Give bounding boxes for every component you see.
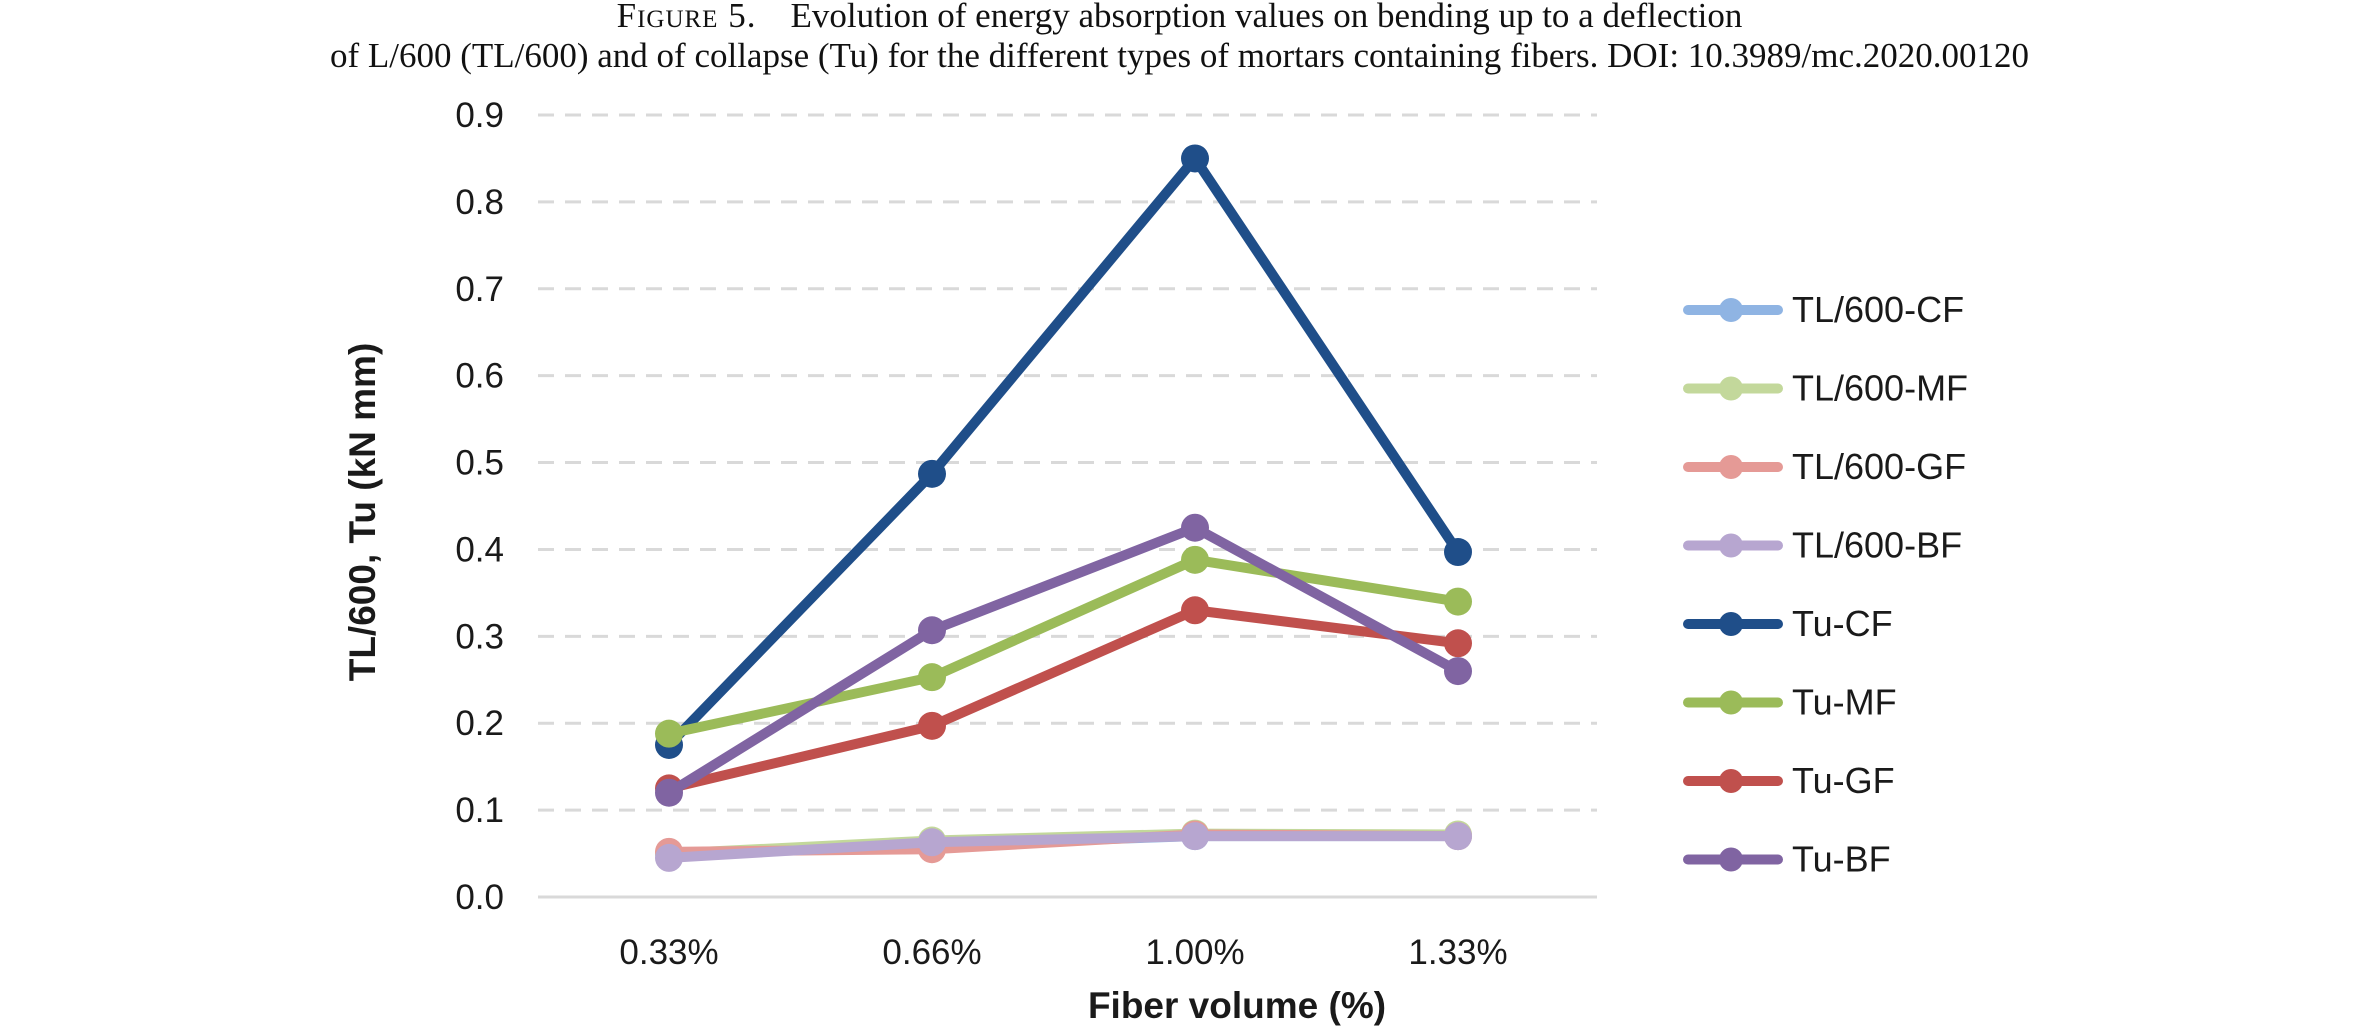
series-tl-600-bf	[655, 822, 1472, 872]
legend-label: TL/600-BF	[1792, 525, 1962, 566]
legend-swatch-marker	[1719, 769, 1743, 793]
y-tick-label: 0.2	[455, 704, 504, 743]
legend: TL/600-CF TL/600-MF TL/600-GF TL/600-BF Tu-C…	[1683, 289, 1968, 880]
legend-item: TL/600-BF	[1683, 525, 1962, 566]
caption-line-1: Figure 5. Evolution of energy absorption …	[0, 0, 2359, 36]
x-tick-label: 1.00%	[1145, 933, 1244, 972]
y-tick-label: 0.8	[455, 183, 504, 222]
legend-label: TL/600-MF	[1792, 368, 1968, 409]
series-tu-bf	[655, 513, 1472, 807]
legend-item: Tu-GF	[1683, 760, 1895, 801]
axes: 0.0 0.1 0.2 0.3 0.4 0.5 0.6 0.7 0.8 0.9 0.33% 0.66%…	[455, 96, 1597, 972]
x-tick-label: 1.33%	[1408, 933, 1507, 972]
legend-swatch-marker	[1719, 847, 1743, 872]
data-point	[918, 616, 946, 645]
data-point	[1444, 538, 1472, 567]
legend-label: Tu-BF	[1792, 839, 1891, 880]
legend-swatch-marker	[1719, 376, 1743, 401]
y-tick-label: 0.6	[455, 357, 504, 396]
legend-item: Tu-CF	[1683, 603, 1893, 644]
legend-swatch-marker	[1719, 298, 1743, 322]
caption-text-1: Evolution of energy absorption values on…	[790, 0, 1743, 35]
legend-swatch-marker	[1719, 455, 1743, 479]
data-point	[1181, 545, 1209, 574]
legend-item: TL/600-GF	[1683, 446, 1966, 487]
series-line	[664, 605, 1463, 794]
legend-item: Tu-MF	[1683, 682, 1897, 723]
y-tick-label: 0.3	[455, 617, 504, 656]
legend-label: Tu-CF	[1792, 603, 1893, 644]
legend-item: TL/600-MF	[1683, 368, 1968, 409]
y-tick-label: 0.4	[455, 530, 504, 569]
legend-item: TL/600-CF	[1683, 289, 1964, 330]
legend-item: Tu-BF	[1683, 839, 1891, 880]
legend-label: TL/600-GF	[1792, 446, 1966, 487]
legend-swatch-marker	[1719, 533, 1743, 558]
y-tick-label: 0.7	[455, 270, 504, 309]
x-tick-label: 0.66%	[882, 933, 981, 972]
data-point	[1444, 629, 1472, 658]
data-point	[1181, 596, 1209, 625]
y-axis-title: TL/600, Tu (kN mm)	[342, 343, 383, 682]
legend-swatch-marker	[1719, 690, 1743, 715]
legend-swatch-marker	[1719, 612, 1743, 636]
legend-label: Tu-MF	[1792, 682, 1897, 723]
x-tick-label: 0.33%	[619, 933, 718, 972]
data-point	[918, 663, 946, 692]
data-point	[918, 711, 946, 740]
data-point	[1444, 822, 1472, 851]
legend-label: Tu-GF	[1792, 760, 1895, 801]
x-axis-title: Fiber volume (%)	[1088, 985, 1386, 1026]
series-line	[664, 831, 1463, 863]
series-tu-mf	[655, 545, 1472, 748]
data-point	[918, 828, 946, 857]
gridlines	[538, 113, 1597, 812]
y-tick-label: 0.9	[455, 96, 504, 135]
data-point	[655, 719, 683, 748]
data-point	[1181, 144, 1209, 173]
y-tick-label: 0.0	[455, 878, 504, 917]
series-line	[664, 522, 1463, 798]
data-point	[1181, 822, 1209, 851]
data-point	[655, 843, 683, 872]
y-tick-label: 0.5	[455, 444, 504, 483]
series-line	[664, 554, 1463, 739]
data-point	[1444, 657, 1472, 686]
figure-label: Figure 5.	[616, 0, 757, 35]
data-point	[1444, 587, 1472, 616]
caption-line-2: of L/600 (TL/600) and of collapse (Tu) f…	[329, 36, 2030, 75]
data-point	[918, 459, 946, 488]
figure-caption: Figure 5. Evolution of energy absorption …	[0, 0, 2359, 76]
series-group	[655, 144, 1472, 872]
y-tick-label: 0.1	[455, 791, 504, 830]
data-point	[655, 778, 683, 807]
data-point	[1181, 513, 1209, 542]
series-line	[664, 153, 1463, 750]
legend-label: TL/600-CF	[1792, 289, 1964, 330]
